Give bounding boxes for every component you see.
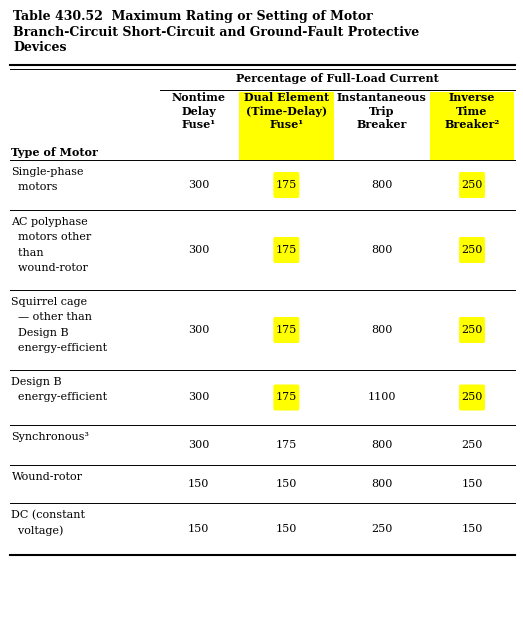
- Text: 800: 800: [371, 479, 392, 489]
- Text: 250: 250: [461, 440, 483, 450]
- Text: 150: 150: [276, 524, 297, 534]
- FancyBboxPatch shape: [459, 317, 485, 343]
- Text: Design B: Design B: [12, 328, 69, 338]
- Text: 300: 300: [188, 180, 209, 190]
- Text: — other than: — other than: [12, 313, 93, 322]
- Text: 250: 250: [461, 245, 483, 255]
- Text: 175: 175: [276, 325, 297, 335]
- Text: Instantaneous
Trip
Breaker: Instantaneous Trip Breaker: [337, 92, 427, 130]
- FancyBboxPatch shape: [274, 172, 299, 198]
- Text: Table 430.52  Maximum Rating or Setting of Motor: Table 430.52 Maximum Rating or Setting o…: [13, 10, 373, 23]
- Text: Type of Motor: Type of Motor: [12, 147, 98, 158]
- Text: Devices: Devices: [13, 41, 66, 54]
- Text: energy-efficient: energy-efficient: [12, 392, 108, 403]
- Text: Percentage of Full-Load Current: Percentage of Full-Load Current: [236, 72, 439, 83]
- Text: than: than: [12, 248, 44, 258]
- Text: DC (constant: DC (constant: [12, 510, 85, 520]
- FancyBboxPatch shape: [274, 317, 299, 343]
- Bar: [239, 92, 334, 160]
- FancyBboxPatch shape: [459, 385, 485, 410]
- Text: 150: 150: [461, 524, 483, 534]
- Text: 800: 800: [371, 325, 392, 335]
- Text: 300: 300: [188, 392, 209, 403]
- Text: AC polyphase: AC polyphase: [12, 217, 88, 227]
- Text: Dual Element
(Time-Delay)
Fuse¹: Dual Element (Time-Delay) Fuse¹: [244, 92, 329, 130]
- Text: Wound-rotor: Wound-rotor: [12, 472, 83, 482]
- FancyBboxPatch shape: [459, 237, 485, 263]
- Text: 250: 250: [461, 392, 483, 403]
- Text: 175: 175: [276, 245, 297, 255]
- Text: energy-efficient: energy-efficient: [12, 344, 108, 353]
- Text: 175: 175: [276, 180, 297, 190]
- Text: Branch-Circuit Short-Circuit and Ground-Fault Protective: Branch-Circuit Short-Circuit and Ground-…: [13, 26, 419, 38]
- Text: 300: 300: [188, 325, 209, 335]
- Text: 175: 175: [276, 440, 297, 450]
- Text: 250: 250: [461, 180, 483, 190]
- Text: 1100: 1100: [368, 392, 396, 403]
- Text: 300: 300: [188, 440, 209, 450]
- Text: 300: 300: [188, 245, 209, 255]
- FancyBboxPatch shape: [274, 385, 299, 410]
- Text: 250: 250: [461, 325, 483, 335]
- FancyBboxPatch shape: [274, 237, 299, 263]
- Bar: [430, 92, 514, 160]
- Text: 150: 150: [188, 524, 209, 534]
- Text: motors other: motors other: [12, 233, 92, 242]
- Text: 150: 150: [188, 479, 209, 489]
- Text: 800: 800: [371, 440, 392, 450]
- Text: 150: 150: [276, 479, 297, 489]
- Text: 800: 800: [371, 180, 392, 190]
- Text: 175: 175: [276, 392, 297, 403]
- Text: Single-phase: Single-phase: [12, 167, 84, 177]
- Text: Inverse
Time
Breaker²: Inverse Time Breaker²: [445, 92, 499, 130]
- Text: Squirrel cage: Squirrel cage: [12, 297, 87, 307]
- Text: 800: 800: [371, 245, 392, 255]
- Text: wound-rotor: wound-rotor: [12, 263, 88, 274]
- Text: Synchronous³: Synchronous³: [12, 432, 89, 442]
- Text: voltage): voltage): [12, 526, 64, 536]
- Text: motors: motors: [12, 183, 58, 192]
- Text: Design B: Design B: [12, 377, 62, 387]
- Text: 150: 150: [461, 479, 483, 489]
- FancyBboxPatch shape: [459, 172, 485, 198]
- Text: Nontime
Delay
Fuse¹: Nontime Delay Fuse¹: [172, 92, 226, 130]
- Text: 250: 250: [371, 524, 392, 534]
